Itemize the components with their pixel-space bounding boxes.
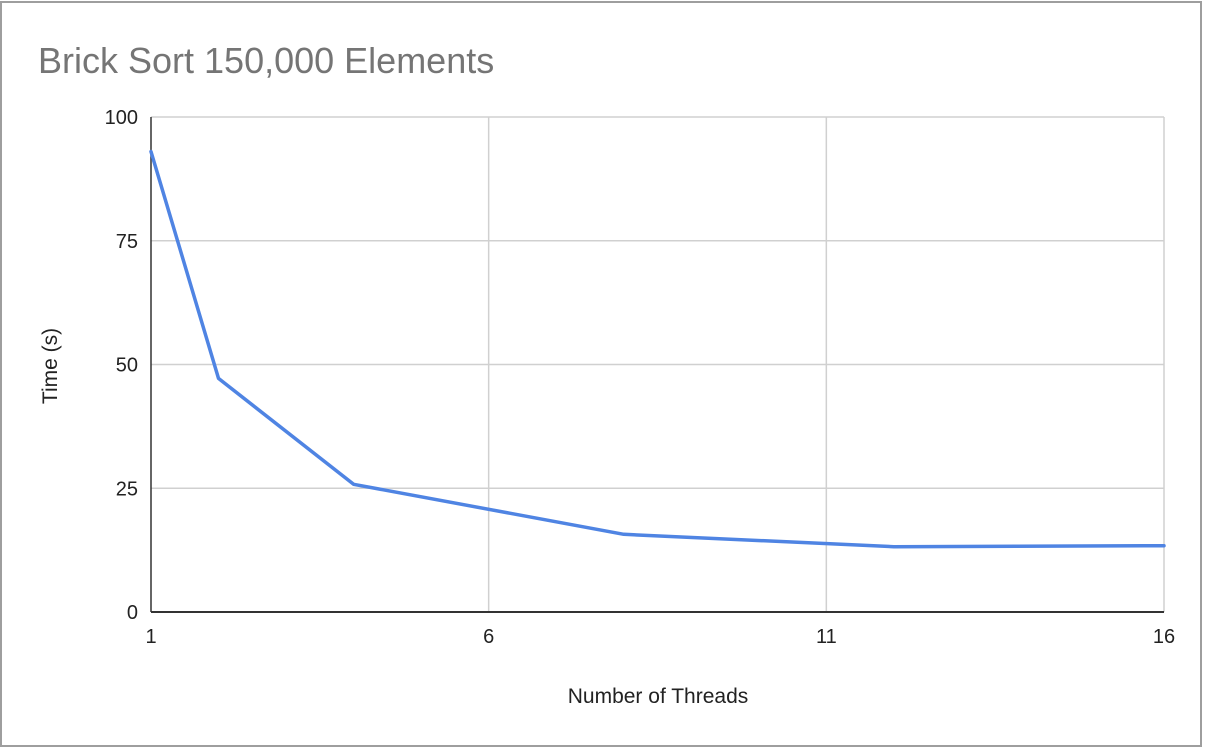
gridlines	[151, 116, 1165, 612]
y-tick-labels: 0 25 50 75 100	[105, 107, 138, 624]
y-axis-title: Time (s)	[39, 328, 62, 404]
series-line	[149, 149, 1166, 549]
series	[149, 149, 1166, 549]
x-tick-label: 11	[816, 626, 837, 648]
chart-title: Brick Sort 150,000 Elements	[38, 40, 494, 81]
y-tick-label: 25	[116, 478, 138, 500]
y-tick-label: 75	[116, 231, 138, 253]
x-axis-title: Number of Threads	[568, 685, 749, 708]
x-tick-labels: 1 6 11 16	[145, 626, 1175, 648]
x-tick-label: 6	[483, 626, 494, 648]
y-tick-label: 0	[127, 602, 138, 624]
x-tick-label: 16	[1153, 626, 1175, 648]
x-tick-label: 1	[145, 626, 156, 648]
y-tick-label: 50	[116, 355, 138, 377]
axes	[150, 117, 1164, 613]
y-tick-label: 100	[105, 107, 138, 129]
